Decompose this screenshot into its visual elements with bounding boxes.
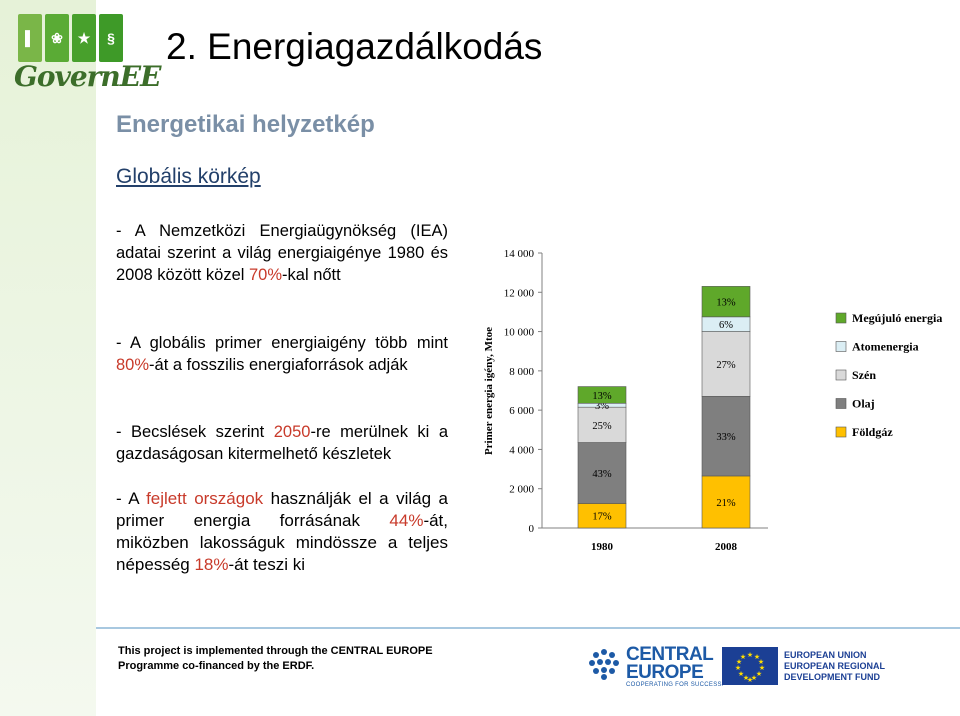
svg-text:★: ★ — [743, 674, 749, 682]
bar-data-label: 13% — [716, 298, 736, 309]
bullet-highlight: 44% — [389, 511, 424, 530]
bullet-text: -re merülnek ki a gazdaságosan kitermelh… — [116, 423, 449, 463]
logo-tile-paragraph: § — [99, 14, 123, 62]
bullet-energy-growth: - A Nemzetközi Energiaügynökség (IEA) ad… — [116, 220, 448, 286]
svg-text:★: ★ — [754, 653, 760, 661]
bar-data-label: 43% — [592, 469, 612, 480]
legend-label: Földgáz — [852, 425, 893, 439]
bar-data-label: 25% — [592, 421, 612, 432]
y-tick-label: 8 000 — [509, 366, 534, 378]
bullet-text: -át teszi ki — [228, 555, 306, 574]
svg-text:★: ★ — [738, 670, 744, 678]
bullet-text: - A — [116, 489, 147, 508]
y-tick-label: 10 000 — [504, 327, 535, 339]
bar-segment — [701, 331, 751, 397]
bar-segment — [701, 475, 751, 529]
ce-tagline: COOPERATING FOR SUCCESS. — [626, 682, 724, 688]
logo-tile-building: ▌ — [18, 14, 42, 62]
eu-logo-line2: EUROPEAN REGIONAL — [784, 661, 886, 671]
bullet-developed-countries: - A fejlett országok használják el a vil… — [116, 488, 448, 576]
logo-tile-flower: ❀ — [45, 14, 69, 62]
bar-data-label: 21% — [716, 498, 736, 509]
legend-swatch — [835, 398, 847, 409]
bar-segment — [701, 286, 751, 318]
svg-text:★: ★ — [735, 664, 741, 672]
left-decorative-band — [0, 0, 96, 716]
logo-wordmark: GovernEE — [14, 60, 161, 93]
bar-segment — [577, 386, 627, 404]
y-tick-label: 2 000 — [509, 484, 534, 496]
bullet-text: - A globális primer energiaigény több mi… — [116, 334, 448, 352]
bullet-highlight: 18% — [194, 555, 229, 574]
logo-tile-sun: ★ — [72, 14, 96, 62]
bar-data-label: 33% — [716, 432, 736, 443]
legend-swatch — [835, 341, 847, 352]
legend-swatch — [835, 369, 847, 381]
y-tick-label: 0 — [529, 523, 535, 535]
bullet-highlight: 80% — [116, 356, 150, 374]
eu-flag-icon: ★ ★ ★ ★ ★ ★ ★ ★ ★ ★ ★ ★ — [722, 647, 778, 685]
y-axis-label: Primer energia igény, Mtoe — [483, 327, 495, 455]
bullet-fossil-share: - A globális primer energiaigény több mi… — [116, 332, 448, 376]
svg-text:★: ★ — [751, 674, 757, 682]
legend-swatch — [835, 426, 847, 438]
bar-data-label: 6% — [719, 320, 733, 331]
slide-title: 2. Energiagazdálkodás — [166, 26, 543, 67]
legend-swatch — [835, 312, 847, 324]
governee-logo: ▌ ❀ ★ § GovernEE — [12, 14, 161, 96]
y-tick-label: 14 000 — [504, 248, 535, 260]
bullet-text: - Becslések szerint — [116, 423, 274, 441]
bullet-highlight: 2050 — [273, 423, 311, 441]
legend-label: Megújuló energia — [852, 311, 942, 325]
section-heading: Globális körkép — [116, 165, 261, 188]
bullet-highlight: fejlett országok — [146, 489, 264, 508]
eu-logo-text: EUROPEAN UNION EUROPEAN REGIONAL DEVELOP… — [784, 650, 885, 683]
bullet-reserves-depletion: - Becslések szerint 2050-re merülnek ki … — [116, 421, 448, 465]
svg-text:★: ★ — [758, 658, 764, 666]
ce-wordmark-line1: CENTRAL — [626, 644, 714, 665]
bar-segment — [577, 442, 627, 504]
footer-project-text: This project is implemented through the … — [118, 645, 433, 672]
bullet-text: - A Nemzetközi Energiaügynökség (IEA) ad… — [116, 222, 448, 284]
svg-text:★: ★ — [736, 658, 742, 666]
ce-globe-icon — [589, 649, 619, 680]
eu-logo-line1: EUROPEAN UNION — [784, 650, 867, 660]
logo-tiles: ▌ ❀ ★ § — [18, 14, 123, 62]
legend-label: Szén — [852, 368, 876, 382]
bullet-text: -kal nőtt — [282, 266, 341, 284]
bar-data-label: 3% — [595, 401, 609, 412]
bullet-text: használják el a világ a primer energia f… — [116, 489, 448, 530]
x-tick-label: 2008 — [715, 541, 738, 553]
bar-data-label: 17% — [592, 512, 612, 523]
svg-text:★: ★ — [747, 676, 753, 684]
eu-logo-line3: DEVELOPMENT FUND — [784, 672, 881, 682]
central-europe-logo: CENTRAL EUROPE COOPERATING FOR SUCCESS. — [586, 644, 723, 688]
bar-data-label: 13% — [592, 391, 612, 402]
bullet-text: -át a fosszilis energiaforrások adják — [149, 356, 408, 374]
legend-label: Atomenergia — [852, 340, 919, 354]
svg-text:★: ★ — [740, 653, 746, 661]
y-tick-label: 6 000 — [509, 405, 534, 417]
bar-segment — [701, 396, 751, 477]
slide-subtitle: Energetikai helyzetkép — [116, 111, 375, 138]
eu-stars-icon: ★ ★★★ ★★★★ ★★★★ — [735, 651, 765, 684]
ce-wordmark-line2: EUROPE — [626, 662, 704, 683]
svg-text:★: ★ — [756, 670, 762, 678]
svg-text:★: ★ — [747, 651, 753, 659]
legend-label: Olaj — [852, 397, 875, 411]
y-tick-label: 4 000 — [509, 444, 534, 456]
chart-svg: 0 2 000 4 000 6 000 8 000 10 000 12 000 14 000 P… — [483, 248, 942, 553]
bullet-text: -át, miközben lakosságuk mindössze a tel… — [116, 511, 448, 574]
svg-text:★: ★ — [759, 664, 765, 672]
bar-segment — [577, 406, 627, 443]
bullet-highlight: 70% — [249, 266, 283, 284]
x-tick-label: 1980 — [591, 541, 614, 553]
footer-divider — [96, 627, 960, 629]
y-tick-label: 12 000 — [504, 287, 535, 299]
bar-data-label: 27% — [716, 360, 736, 371]
energy-demand-chart: 0 2 000 4 000 6 000 8 000 10 000 12 000 14 000 P… — [478, 236, 960, 558]
